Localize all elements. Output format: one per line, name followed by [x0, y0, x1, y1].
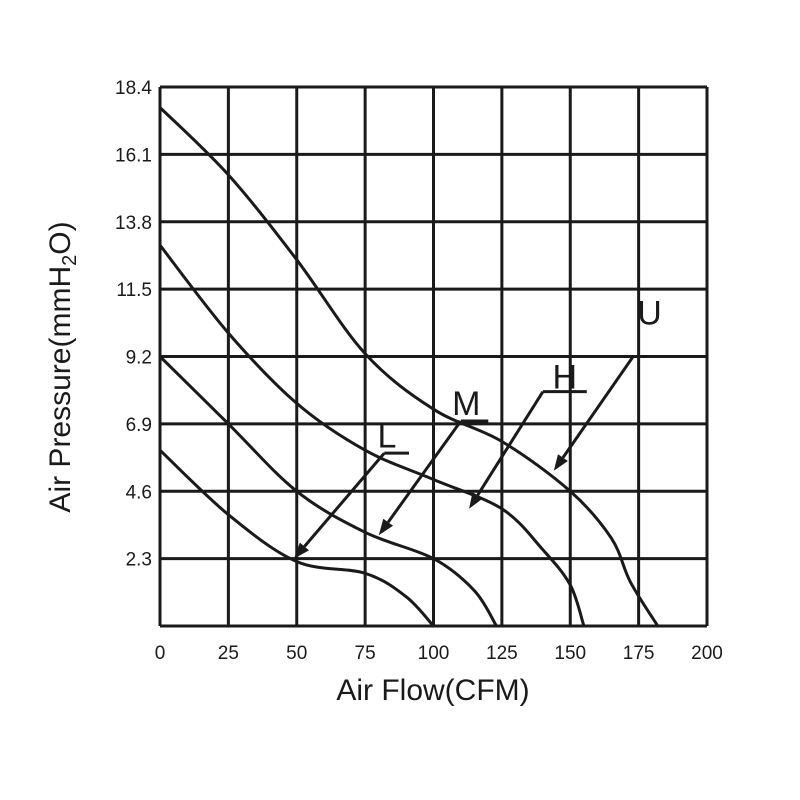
x-tick-label: 150	[554, 643, 586, 664]
series-u-arrowhead	[553, 454, 568, 471]
series-u-leader-line	[561, 355, 635, 459]
y-tick-label: 9.2	[126, 348, 152, 369]
x-tick-labels: 0 25 50 75 100 125 150 175 200	[155, 643, 723, 664]
x-axis-title: Air Flow(CFM)	[336, 674, 529, 707]
y-tick-label: 2.3	[126, 550, 152, 571]
series-h-line	[158, 243, 586, 628]
y-tick-label: 13.8	[115, 213, 152, 234]
series-m-label: M	[452, 385, 480, 423]
leader-arrows	[294, 355, 672, 559]
series-m-line	[158, 355, 498, 628]
y-tick-labels: 2.3 4.6 6.9 9.2 11.5 13.8 16.1 18.4	[115, 78, 152, 571]
x-tick-label: 0	[155, 643, 166, 664]
series-m-leader-line	[386, 420, 463, 524]
series-l-arrowhead	[294, 542, 309, 559]
y-axis-title-main: Air Pressure(mmH	[44, 266, 77, 513]
x-tick-label: 125	[486, 643, 518, 664]
y-axis-title-tail: O)	[44, 221, 77, 254]
y-tick-label: 18.4	[115, 78, 152, 99]
series-u-label: U	[637, 294, 662, 332]
x-tick-label: 175	[623, 643, 655, 664]
series-labels: U H M L	[378, 294, 662, 455]
x-tick-label: 200	[691, 643, 723, 664]
series-h-arrowhead	[469, 492, 483, 509]
series-u-line	[158, 106, 660, 628]
x-tick-label: 75	[355, 643, 376, 664]
y-tick-label: 4.6	[126, 482, 152, 503]
series-l-label: L	[378, 417, 397, 455]
y-tick-label: 6.9	[126, 415, 152, 436]
x-tick-label: 100	[418, 643, 450, 664]
series-l-line	[158, 448, 435, 628]
y-tick-label: 16.1	[115, 145, 152, 166]
series-l-leader-line	[303, 452, 386, 548]
series-h-label: H	[552, 359, 577, 397]
grid	[158, 85, 709, 628]
y-axis-title-subscript: 2	[59, 255, 81, 266]
curves	[158, 106, 660, 628]
y-tick-label: 11.5	[116, 280, 152, 301]
x-tick-label: 50	[286, 643, 307, 664]
series-m-arrowhead	[378, 518, 393, 536]
x-tick-label: 25	[218, 643, 239, 664]
y-axis-title: Air Pressure(mmH2O)	[44, 221, 81, 512]
series-h-leader-line	[476, 390, 545, 497]
